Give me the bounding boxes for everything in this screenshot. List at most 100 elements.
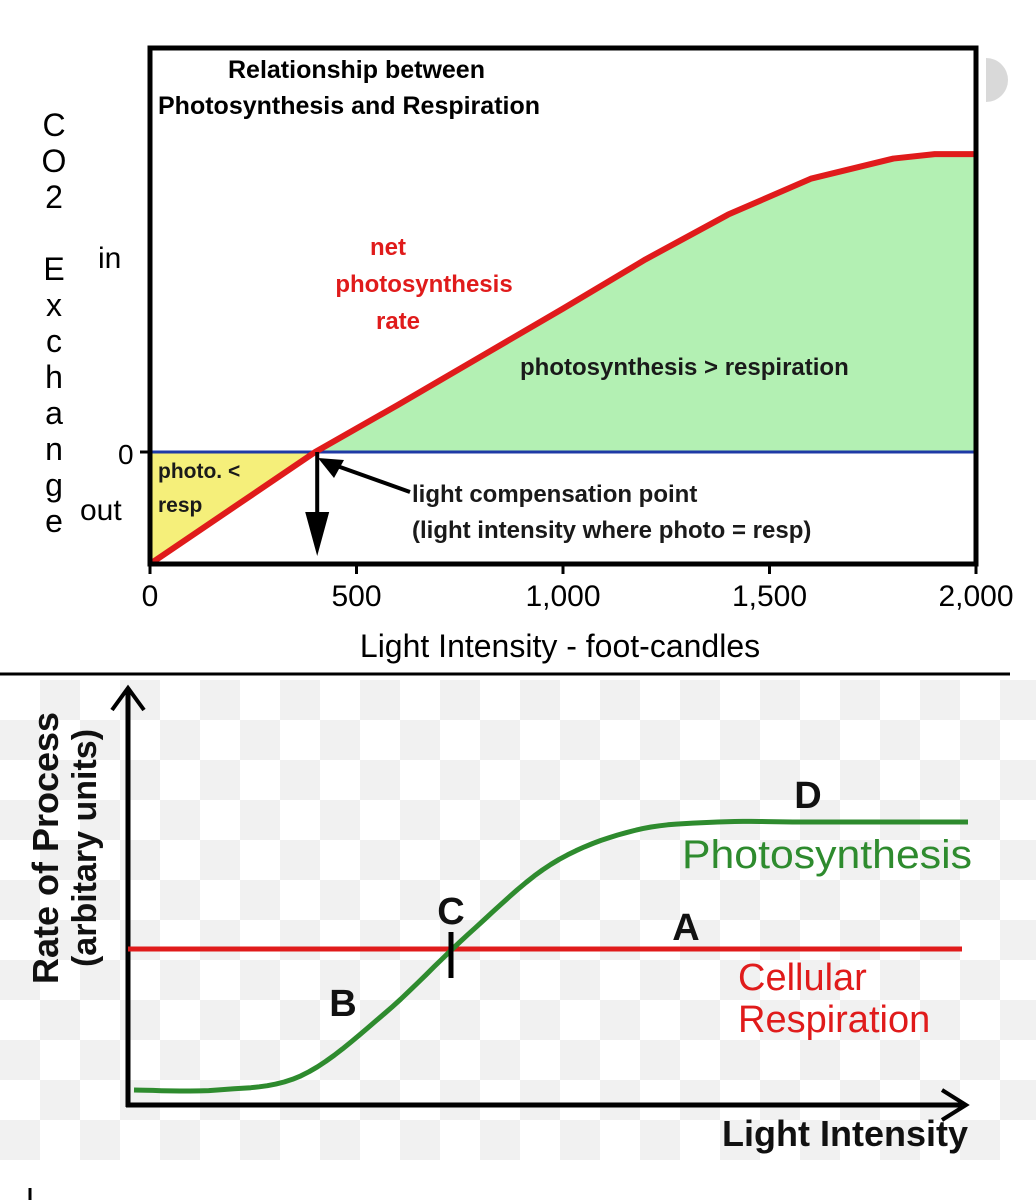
checker-cell bbox=[360, 760, 400, 800]
point-label-a: A bbox=[672, 907, 699, 949]
checker-cell bbox=[240, 920, 280, 960]
checker-cell bbox=[480, 920, 520, 960]
checker-cell bbox=[680, 1120, 720, 1160]
checker-cell bbox=[160, 1000, 200, 1040]
checker-cell bbox=[640, 760, 680, 800]
checker-cell bbox=[0, 760, 40, 800]
bottom-y-label-line-2: (arbitary units) bbox=[66, 729, 104, 967]
checker-cell bbox=[160, 760, 200, 800]
checker-cell bbox=[440, 800, 480, 840]
checker-cell bbox=[560, 720, 600, 760]
checker-cell bbox=[80, 1120, 120, 1160]
checker-cell bbox=[560, 800, 600, 840]
checker-cell bbox=[600, 1000, 640, 1040]
bottom-x-axis-arrowhead bbox=[940, 1088, 970, 1122]
checker-cell bbox=[80, 720, 120, 760]
checker-cell bbox=[680, 720, 720, 760]
net-photosynthesis-line bbox=[148, 151, 976, 567]
checker-cell bbox=[600, 880, 640, 920]
respiration-series-label-1: Cellular bbox=[738, 957, 867, 999]
checker-cell bbox=[760, 960, 800, 1000]
checker-cell bbox=[280, 1040, 320, 1080]
checker-cell bbox=[800, 880, 840, 920]
checker-cell bbox=[720, 1000, 760, 1040]
checker-cell bbox=[840, 720, 880, 760]
checker-cell bbox=[480, 800, 520, 840]
checker-cell bbox=[240, 1000, 280, 1040]
checker-cell bbox=[520, 1120, 560, 1160]
checker-cell bbox=[520, 1080, 560, 1120]
checker-cell bbox=[160, 1080, 200, 1120]
checker-cell bbox=[160, 1120, 200, 1160]
checker-cell bbox=[440, 880, 480, 920]
checker-cell bbox=[560, 680, 600, 720]
compensation-pointer-arrowhead bbox=[318, 458, 344, 478]
bottom-y-label-line-1: Rate of Process bbox=[25, 712, 66, 984]
checker-cell bbox=[80, 840, 120, 880]
checker-cell bbox=[840, 1040, 880, 1080]
checker-cell bbox=[400, 840, 440, 880]
checker-cell bbox=[80, 1000, 120, 1040]
checker-cell bbox=[760, 880, 800, 920]
checker-cell bbox=[440, 840, 480, 880]
checker-cell bbox=[760, 1000, 800, 1040]
checker-cell bbox=[440, 1080, 480, 1120]
checker-cell bbox=[720, 960, 760, 1000]
checker-cell bbox=[240, 680, 280, 720]
checker-cell bbox=[560, 1120, 600, 1160]
checker-cell bbox=[880, 1000, 920, 1040]
x-tick-label: 0 bbox=[142, 580, 159, 613]
checker-cell bbox=[40, 920, 80, 960]
checker-cell bbox=[480, 1000, 520, 1040]
checker-cell bbox=[80, 920, 120, 960]
checker-cell bbox=[0, 880, 40, 920]
checker-cell bbox=[760, 1120, 800, 1160]
checker-cell bbox=[0, 920, 40, 960]
x-axis-ticks: 0 500 1,000 1,500 2,000 bbox=[142, 564, 1014, 613]
checker-cell bbox=[720, 880, 760, 920]
checker-cell bbox=[280, 920, 320, 960]
y-axis-label-letter: h bbox=[45, 359, 63, 395]
series-label-line-3: rate bbox=[376, 308, 420, 335]
checker-cell bbox=[760, 1080, 800, 1120]
y-axis-label-letter: n bbox=[45, 431, 63, 467]
checker-cell bbox=[440, 680, 480, 720]
checker-cell bbox=[800, 1000, 840, 1040]
checker-cell bbox=[800, 1080, 840, 1120]
checker-cell bbox=[880, 880, 920, 920]
checker-cell bbox=[240, 960, 280, 1000]
checker-cell bbox=[480, 680, 520, 720]
checker-cell bbox=[880, 1080, 920, 1120]
checker-cell bbox=[520, 760, 560, 800]
checker-cell bbox=[600, 1080, 640, 1120]
checker-cell bbox=[160, 960, 200, 1000]
checker-cell bbox=[640, 800, 680, 840]
checker-cell bbox=[80, 680, 120, 720]
bottom-chart: Photosynthesis Cellular Respiration A B … bbox=[0, 680, 1036, 1160]
below-region-label-1: photo. < bbox=[158, 460, 240, 483]
bottom-y-axis-arrowhead bbox=[110, 684, 146, 712]
checker-cell bbox=[680, 760, 720, 800]
checker-cell bbox=[80, 1080, 120, 1120]
checker-cell bbox=[760, 680, 800, 720]
checker-cell bbox=[800, 840, 840, 880]
checker-cell bbox=[280, 800, 320, 840]
x-tick-label: 500 bbox=[331, 580, 381, 613]
checker-cell bbox=[960, 720, 1000, 760]
checker-cell bbox=[480, 840, 520, 880]
checker-cell bbox=[40, 760, 80, 800]
checker-cell bbox=[200, 1080, 240, 1120]
checker-cell bbox=[240, 720, 280, 760]
checker-cell bbox=[1000, 680, 1036, 720]
checker-cell bbox=[200, 960, 240, 1000]
checker-cell bbox=[200, 720, 240, 760]
checker-cell bbox=[1000, 720, 1036, 760]
checker-cell bbox=[400, 1120, 440, 1160]
x-tick-label: 1,000 bbox=[525, 580, 600, 613]
checker-cell bbox=[160, 1040, 200, 1080]
checker-cell bbox=[1000, 760, 1036, 800]
checker-cell bbox=[0, 1080, 40, 1120]
y-label-zero: 0 bbox=[118, 439, 134, 470]
x-tick-label: 2,000 bbox=[938, 580, 1013, 613]
checker-cell bbox=[600, 760, 640, 800]
